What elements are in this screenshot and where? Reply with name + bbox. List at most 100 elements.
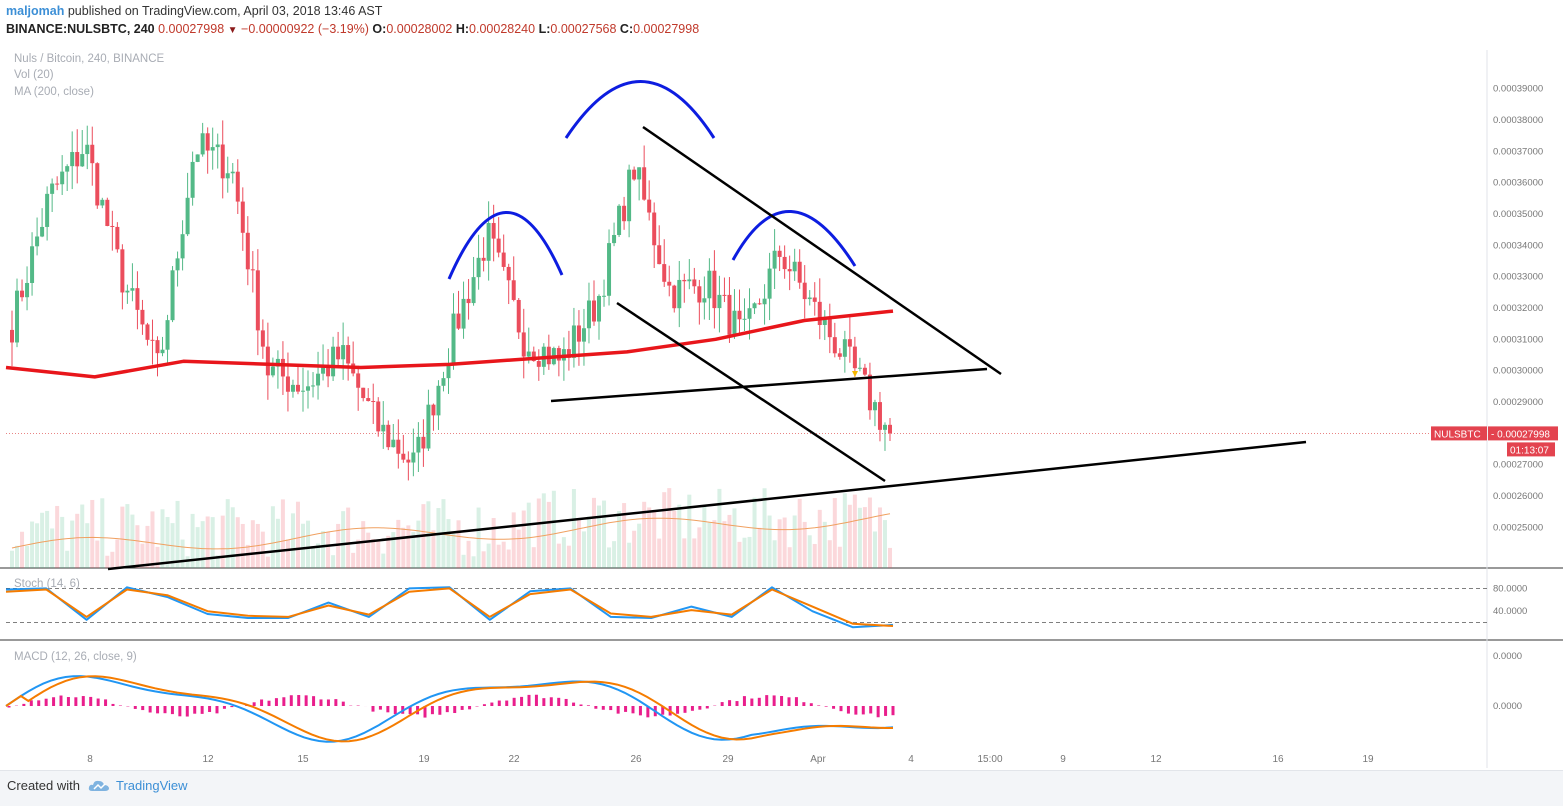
- volume-bar: [572, 489, 576, 568]
- price-tick-label: 0.00035000: [1493, 209, 1543, 220]
- volume-bar: [85, 523, 89, 568]
- macd-hist-bar: [565, 699, 568, 706]
- open-value: 0.00028002: [386, 22, 452, 36]
- candle-body: [161, 350, 165, 353]
- candle-body: [30, 246, 34, 283]
- volume-bar: [597, 506, 601, 568]
- candle-body: [396, 440, 400, 454]
- volume-bar: [532, 547, 536, 568]
- macd-hist-bar: [89, 697, 92, 706]
- macd-hist-bar: [773, 695, 776, 706]
- macd-tick-label: 0.0000: [1493, 651, 1522, 662]
- low-label: L:: [539, 22, 551, 36]
- volume-bar: [286, 540, 290, 568]
- pair-legend: Nuls / Bitcoin, 240, BINANCE: [14, 53, 164, 65]
- macd-hist-bar: [743, 696, 746, 706]
- candle-body: [457, 314, 461, 329]
- candle-body: [406, 460, 410, 463]
- candle-body: [702, 298, 706, 302]
- volume-bar: [773, 540, 777, 568]
- volume-bar: [196, 527, 200, 568]
- candle-body: [35, 236, 39, 246]
- candle-body: [617, 206, 621, 235]
- macd-hist-bar: [230, 706, 233, 707]
- candle-body: [592, 301, 596, 322]
- macd-hist-bar: [438, 706, 441, 715]
- volume-bar: [813, 544, 817, 568]
- volume-bar: [130, 515, 134, 568]
- volume-bar: [40, 513, 44, 568]
- macd-line: [6, 676, 893, 742]
- macd-hist-bar: [684, 706, 687, 713]
- candle-body: [838, 353, 842, 356]
- volume-bar: [627, 543, 631, 568]
- macd-hist-bar: [505, 701, 508, 706]
- volume-bar: [75, 514, 79, 568]
- candle-body: [130, 288, 134, 291]
- volume-bar: [587, 517, 591, 568]
- author-link[interactable]: maljomah: [6, 4, 64, 18]
- macd-hist-bar: [810, 703, 813, 706]
- candle-body: [75, 152, 79, 166]
- macd-hist-bar: [854, 706, 857, 715]
- candle-body: [246, 233, 250, 270]
- candle-body: [15, 291, 19, 343]
- volume-bar: [798, 499, 802, 568]
- candle-body: [436, 386, 440, 416]
- macd-hist-bar: [884, 706, 887, 716]
- volume-bar: [246, 545, 250, 568]
- tradingview-link[interactable]: TradingView: [116, 778, 188, 793]
- footer-bar: [0, 770, 1563, 806]
- volume-bar: [70, 521, 74, 568]
- volume-bar: [452, 534, 456, 568]
- price-axis: 0.000390000.000380000.000370000.00036000…: [1431, 84, 1558, 534]
- macd-hist-bar: [639, 706, 642, 715]
- candle-body: [587, 301, 591, 329]
- macd-hist-bar: [869, 706, 872, 713]
- volume-bar: [371, 539, 375, 568]
- candle-body: [808, 298, 812, 300]
- volume-bar: [20, 532, 24, 568]
- candle-body: [672, 286, 676, 309]
- volume-bar: [396, 520, 400, 568]
- volume-bar: [401, 528, 405, 568]
- candle-body: [411, 453, 415, 463]
- macd-hist-bar: [780, 696, 783, 706]
- macd-hist-bar: [37, 700, 40, 706]
- price-tick-label: 0.00033000: [1493, 272, 1543, 283]
- candle-body: [65, 166, 69, 171]
- macd-hist-bar: [758, 698, 761, 706]
- low-value: 0.00027568: [550, 22, 616, 36]
- candle-body: [95, 163, 99, 205]
- stoch-tick-label: 80.0000: [1493, 583, 1527, 594]
- macd-hist-bar: [698, 706, 701, 710]
- time-tick-label: 22: [508, 754, 520, 765]
- volume-bar: [406, 525, 410, 568]
- candle-body: [722, 295, 726, 296]
- volume-bar: [823, 522, 827, 568]
- candle-body: [662, 264, 666, 282]
- candle-body: [828, 318, 832, 337]
- candle-body: [732, 311, 736, 335]
- candle-body: [281, 359, 285, 377]
- volume-bar: [321, 531, 325, 568]
- candle-body: [833, 337, 837, 353]
- ascending-support-line: [108, 442, 1306, 569]
- volume-bar: [211, 517, 215, 568]
- macd-hist-bar: [840, 706, 843, 711]
- volume-bar: [241, 524, 245, 568]
- macd-hist-bar: [30, 700, 33, 706]
- volume-bar: [562, 537, 566, 568]
- created-with-text: Created with: [7, 778, 80, 793]
- macd-hist-bar: [282, 697, 285, 706]
- candle-body: [381, 425, 385, 432]
- volume-bar: [331, 555, 335, 568]
- macd-hist-bar: [149, 706, 152, 712]
- head-arc: [566, 82, 714, 139]
- candle-body: [647, 200, 651, 213]
- volume-bar: [667, 488, 671, 568]
- volume-bar: [662, 492, 666, 568]
- macd-hist-bar: [750, 699, 753, 706]
- volume-bar: [542, 493, 546, 568]
